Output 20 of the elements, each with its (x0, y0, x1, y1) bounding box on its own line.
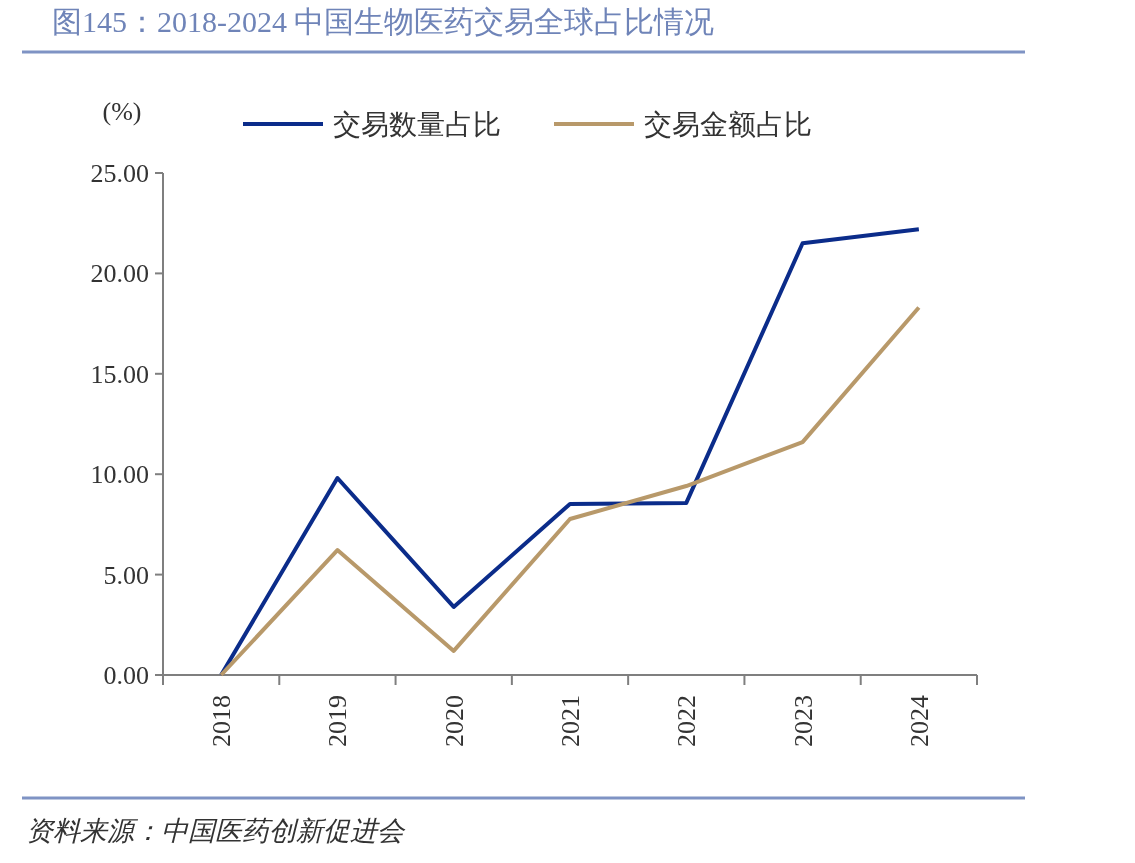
x-tick-label: 2022 (672, 695, 702, 747)
x-tick-label: 2019 (323, 695, 353, 747)
x-tick-label: 2020 (439, 695, 469, 747)
legend-label: 交易数量占比 (333, 109, 501, 140)
y-tick-label: 15.00 (90, 359, 149, 389)
chart-title: 图145：2018-2024 中国生物医药交易全球占比情况 (52, 5, 715, 38)
y-axis-title: (%) (102, 97, 142, 126)
y-tick-label: 20.00 (90, 259, 149, 289)
line-series (219, 227, 921, 677)
y-tick-label: 10.00 (90, 460, 149, 490)
x-tick-label: 2023 (788, 695, 818, 747)
y-tick-label: 5.00 (103, 560, 149, 590)
y-tick-label: 25.00 (90, 159, 149, 188)
legend-label: 交易金额占比 (644, 109, 812, 140)
x-tick-label: 2018 (207, 695, 237, 747)
line-series (219, 305, 921, 677)
x-tick-label: 2024 (904, 695, 934, 747)
x-tick-label: 2021 (556, 695, 585, 747)
y-tick-label: 0.00 (103, 661, 149, 690)
text: 资料来源：中国医药创新促进会 (26, 816, 406, 846)
